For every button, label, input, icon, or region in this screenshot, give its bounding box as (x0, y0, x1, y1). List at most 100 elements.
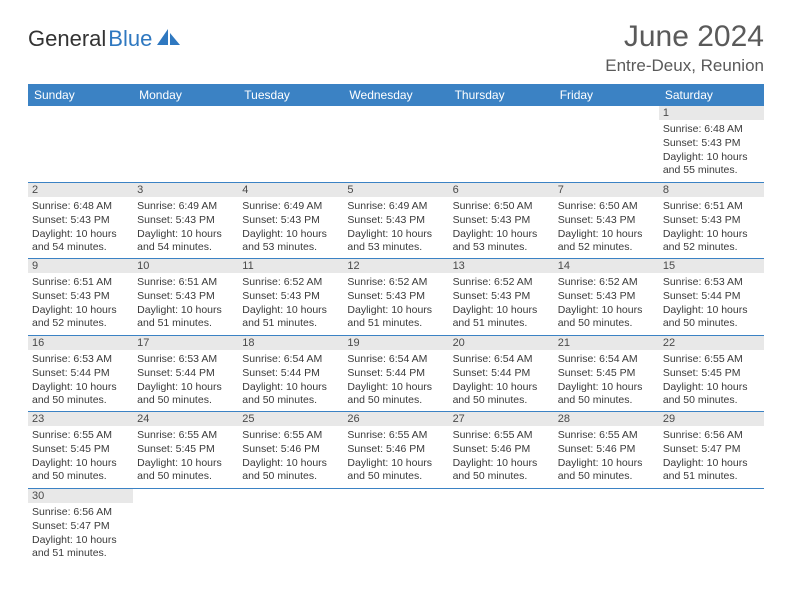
sunrise-text: Sunrise: 6:53 AM (137, 353, 234, 366)
week-row: Sunrise: 6:55 AMSunset: 5:45 PMDaylight:… (28, 426, 764, 489)
calendar-cell: Sunrise: 6:50 AMSunset: 5:43 PMDaylight:… (449, 197, 554, 259)
day-number (554, 489, 659, 503)
sunrise-text: Sunrise: 6:55 AM (137, 429, 234, 442)
day-number: 23 (28, 412, 133, 426)
day-header: Sunday (28, 84, 133, 106)
sunrise-text: Sunrise: 6:51 AM (137, 276, 234, 289)
day-number: 24 (133, 412, 238, 426)
calendar-cell: Sunrise: 6:48 AMSunset: 5:43 PMDaylight:… (28, 197, 133, 259)
sunrise-text: Sunrise: 6:49 AM (137, 200, 234, 213)
sunrise-text: Sunrise: 6:50 AM (453, 200, 550, 213)
calendar-cell: Sunrise: 6:56 AMSunset: 5:47 PMDaylight:… (28, 503, 133, 565)
daylight-text: Daylight: 10 hours and 55 minutes. (663, 151, 760, 177)
calendar-cell (659, 503, 764, 565)
week-row: Sunrise: 6:53 AMSunset: 5:44 PMDaylight:… (28, 350, 764, 413)
sunrise-text: Sunrise: 6:54 AM (453, 353, 550, 366)
calendar-cell: Sunrise: 6:55 AMSunset: 5:46 PMDaylight:… (449, 426, 554, 488)
logo-text-general: General (28, 26, 106, 52)
day-number: 29 (659, 412, 764, 426)
day-header: Monday (133, 84, 238, 106)
daylight-text: Daylight: 10 hours and 50 minutes. (242, 457, 339, 483)
daylight-text: Daylight: 10 hours and 50 minutes. (32, 457, 129, 483)
sunrise-text: Sunrise: 6:55 AM (453, 429, 550, 442)
calendar-cell: Sunrise: 6:50 AMSunset: 5:43 PMDaylight:… (554, 197, 659, 259)
calendar-cell: Sunrise: 6:48 AMSunset: 5:43 PMDaylight:… (659, 120, 764, 182)
sunset-text: Sunset: 5:45 PM (663, 367, 760, 380)
sunrise-text: Sunrise: 6:54 AM (347, 353, 444, 366)
calendar-cell: Sunrise: 6:52 AMSunset: 5:43 PMDaylight:… (238, 273, 343, 335)
location: Entre-Deux, Reunion (605, 56, 764, 76)
day-number: 21 (554, 336, 659, 350)
calendar-cell: Sunrise: 6:55 AMSunset: 5:45 PMDaylight:… (133, 426, 238, 488)
day-number: 19 (343, 336, 448, 350)
day-number: 26 (343, 412, 448, 426)
daylight-text: Daylight: 10 hours and 53 minutes. (242, 228, 339, 254)
day-number: 3 (133, 183, 238, 197)
day-number: 22 (659, 336, 764, 350)
header: GeneralBlue June 2024 Entre-Deux, Reunio… (28, 20, 764, 76)
sunset-text: Sunset: 5:44 PM (663, 290, 760, 303)
daylight-text: Daylight: 10 hours and 50 minutes. (558, 304, 655, 330)
calendar-cell (554, 120, 659, 182)
daynum-row: 16171819202122 (28, 336, 764, 350)
calendar-cell: Sunrise: 6:54 AMSunset: 5:44 PMDaylight:… (343, 350, 448, 412)
day-number: 20 (449, 336, 554, 350)
calendar-cell (343, 120, 448, 182)
calendar-cell: Sunrise: 6:49 AMSunset: 5:43 PMDaylight:… (133, 197, 238, 259)
sunset-text: Sunset: 5:43 PM (453, 290, 550, 303)
day-number: 25 (238, 412, 343, 426)
daynum-row: 2345678 (28, 183, 764, 197)
day-header: Wednesday (343, 84, 448, 106)
sunrise-text: Sunrise: 6:55 AM (558, 429, 655, 442)
day-number (238, 489, 343, 503)
daylight-text: Daylight: 10 hours and 50 minutes. (453, 457, 550, 483)
day-header: Saturday (659, 84, 764, 106)
sunset-text: Sunset: 5:46 PM (558, 443, 655, 456)
sunset-text: Sunset: 5:46 PM (242, 443, 339, 456)
sunrise-text: Sunrise: 6:56 AM (663, 429, 760, 442)
calendar-cell: Sunrise: 6:52 AMSunset: 5:43 PMDaylight:… (449, 273, 554, 335)
calendar-cell: Sunrise: 6:49 AMSunset: 5:43 PMDaylight:… (343, 197, 448, 259)
calendar-cell: Sunrise: 6:56 AMSunset: 5:47 PMDaylight:… (659, 426, 764, 488)
daylight-text: Daylight: 10 hours and 51 minutes. (663, 457, 760, 483)
sunset-text: Sunset: 5:43 PM (137, 214, 234, 227)
sunset-text: Sunset: 5:43 PM (242, 214, 339, 227)
sunset-text: Sunset: 5:43 PM (558, 214, 655, 227)
calendar-cell: Sunrise: 6:55 AMSunset: 5:45 PMDaylight:… (28, 426, 133, 488)
calendar-cell: Sunrise: 6:53 AMSunset: 5:44 PMDaylight:… (28, 350, 133, 412)
calendar-cell (238, 120, 343, 182)
daylight-text: Daylight: 10 hours and 50 minutes. (242, 381, 339, 407)
day-number: 14 (554, 259, 659, 273)
day-number: 15 (659, 259, 764, 273)
sunrise-text: Sunrise: 6:53 AM (32, 353, 129, 366)
calendar-cell: Sunrise: 6:49 AMSunset: 5:43 PMDaylight:… (238, 197, 343, 259)
sunset-text: Sunset: 5:47 PM (32, 520, 129, 533)
calendar-cell: Sunrise: 6:55 AMSunset: 5:46 PMDaylight:… (554, 426, 659, 488)
sunset-text: Sunset: 5:43 PM (453, 214, 550, 227)
sunrise-text: Sunrise: 6:55 AM (32, 429, 129, 442)
calendar-cell (133, 120, 238, 182)
sunrise-text: Sunrise: 6:54 AM (242, 353, 339, 366)
daynum-row: 30 (28, 489, 764, 503)
day-number (28, 106, 133, 120)
calendar-cell (28, 120, 133, 182)
week-row: Sunrise: 6:56 AMSunset: 5:47 PMDaylight:… (28, 503, 764, 565)
day-number: 11 (238, 259, 343, 273)
sunset-text: Sunset: 5:43 PM (663, 137, 760, 150)
day-number (343, 489, 448, 503)
sunrise-text: Sunrise: 6:48 AM (663, 123, 760, 136)
day-number: 5 (343, 183, 448, 197)
calendar-cell: Sunrise: 6:54 AMSunset: 5:44 PMDaylight:… (238, 350, 343, 412)
sunrise-text: Sunrise: 6:49 AM (242, 200, 339, 213)
sunset-text: Sunset: 5:45 PM (32, 443, 129, 456)
week-row: Sunrise: 6:48 AMSunset: 5:43 PMDaylight:… (28, 120, 764, 183)
day-number: 13 (449, 259, 554, 273)
daylight-text: Daylight: 10 hours and 51 minutes. (137, 304, 234, 330)
calendar-cell: Sunrise: 6:51 AMSunset: 5:43 PMDaylight:… (133, 273, 238, 335)
daylight-text: Daylight: 10 hours and 51 minutes. (32, 534, 129, 560)
sunset-text: Sunset: 5:46 PM (453, 443, 550, 456)
sunset-text: Sunset: 5:45 PM (137, 443, 234, 456)
day-header: Friday (554, 84, 659, 106)
calendar-cell: Sunrise: 6:52 AMSunset: 5:43 PMDaylight:… (554, 273, 659, 335)
daylight-text: Daylight: 10 hours and 52 minutes. (663, 228, 760, 254)
